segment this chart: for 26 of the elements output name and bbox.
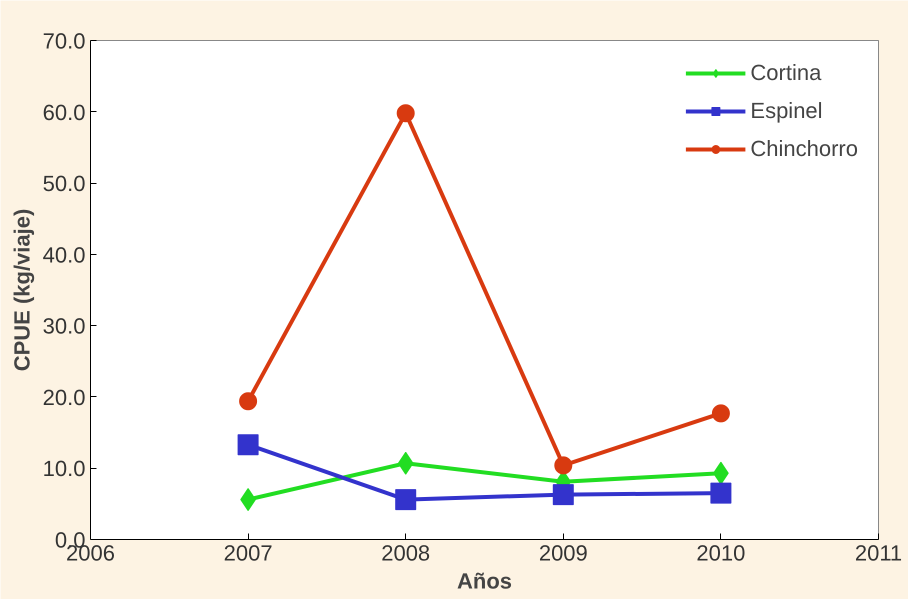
- y-tick-label: 30.0: [42, 314, 86, 339]
- x-tick-label: 2011: [854, 540, 902, 566]
- x-axis-title: Años: [457, 568, 512, 594]
- point: [395, 489, 416, 510]
- y-axis-title: CPUE (kg/viaje): [10, 208, 35, 372]
- legend-label: Espinel: [750, 98, 823, 124]
- point: [398, 452, 414, 475]
- y-tick-label: 50.0: [42, 171, 86, 196]
- point: [710, 482, 732, 504]
- point: [554, 456, 572, 474]
- legend-label: Chinchorro: [750, 136, 858, 162]
- y-tick-label: 60.0: [42, 100, 86, 125]
- legend-label: Cortina: [750, 60, 822, 86]
- x-tick-label: 2010: [696, 540, 746, 566]
- point: [552, 484, 574, 506]
- y-tick-label: 10.0: [42, 456, 86, 482]
- point: [712, 404, 730, 422]
- x-tick-label: 2009: [538, 540, 588, 566]
- point: [396, 104, 415, 122]
- x-tick-label: 2007: [224, 540, 273, 566]
- x-tick-label: 2008: [381, 540, 430, 566]
- point: [238, 434, 259, 456]
- point: [239, 392, 258, 410]
- y-tick-label: 20.0: [42, 384, 86, 410]
- y-tick-label: 70.0: [42, 28, 86, 54]
- y-tick-label: 40.0: [42, 242, 86, 268]
